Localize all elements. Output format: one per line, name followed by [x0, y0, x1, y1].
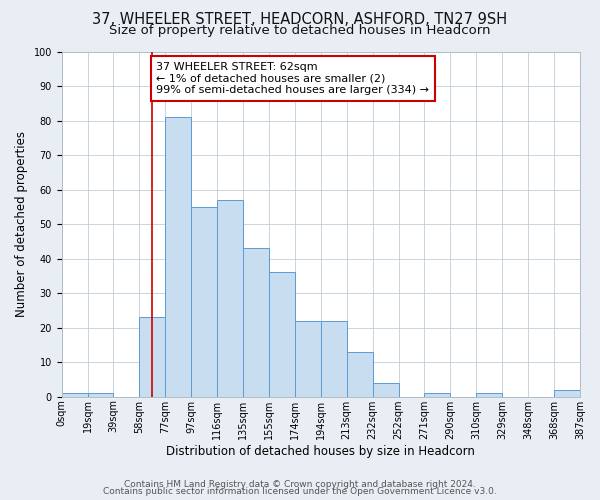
Bar: [62, 393, 88, 396]
Bar: [424, 393, 451, 396]
Bar: [269, 272, 295, 396]
Bar: [476, 393, 502, 396]
Bar: [217, 200, 243, 396]
Bar: [295, 320, 321, 396]
Text: 37 WHEELER STREET: 62sqm
← 1% of detached houses are smaller (2)
99% of semi-det: 37 WHEELER STREET: 62sqm ← 1% of detache…: [156, 62, 429, 95]
Text: Contains public sector information licensed under the Open Government Licence v3: Contains public sector information licen…: [103, 488, 497, 496]
Bar: [321, 320, 347, 396]
Bar: [554, 390, 580, 396]
Text: Contains HM Land Registry data © Crown copyright and database right 2024.: Contains HM Land Registry data © Crown c…: [124, 480, 476, 489]
Bar: [373, 383, 398, 396]
Bar: [191, 207, 217, 396]
Bar: [243, 248, 269, 396]
X-axis label: Distribution of detached houses by size in Headcorn: Distribution of detached houses by size …: [166, 444, 475, 458]
Text: Size of property relative to detached houses in Headcorn: Size of property relative to detached ho…: [109, 24, 491, 37]
Bar: [88, 393, 113, 396]
Y-axis label: Number of detached properties: Number of detached properties: [15, 131, 28, 317]
Bar: [166, 117, 191, 396]
Bar: [139, 318, 166, 396]
Bar: [347, 352, 373, 397]
Text: 37, WHEELER STREET, HEADCORN, ASHFORD, TN27 9SH: 37, WHEELER STREET, HEADCORN, ASHFORD, T…: [92, 12, 508, 28]
